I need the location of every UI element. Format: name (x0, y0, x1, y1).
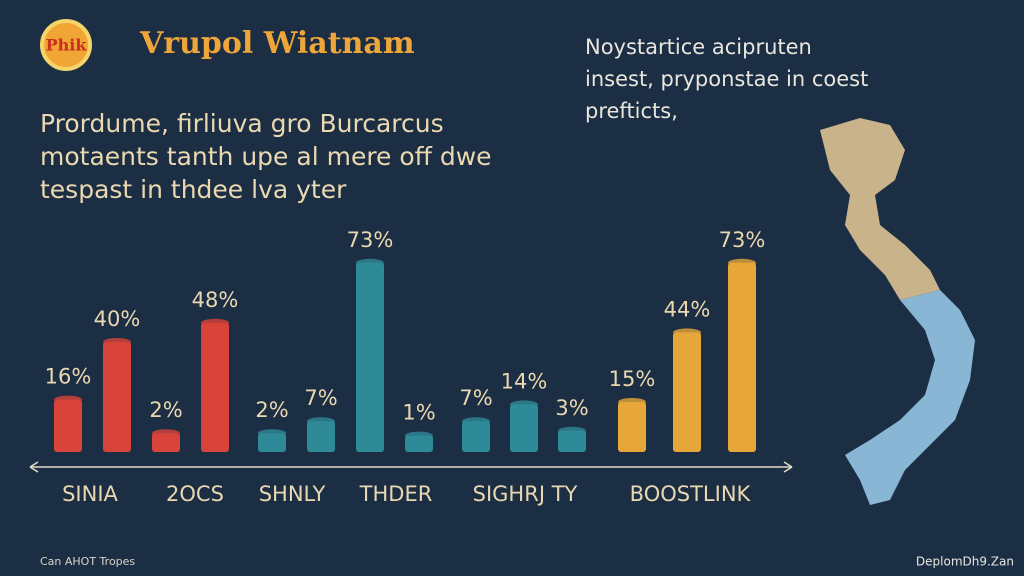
value-label: 2% (255, 398, 288, 422)
bar (152, 433, 180, 452)
bar (54, 399, 82, 452)
bar-cap (356, 258, 384, 267)
value-label: 40% (94, 307, 141, 331)
bar (462, 421, 490, 452)
axis-label: SINIA (62, 482, 118, 506)
bar-cap (201, 318, 229, 327)
value-label: 1% (402, 401, 435, 425)
bar (356, 262, 384, 452)
axis-label: 2OCS (166, 482, 224, 506)
value-label: 14% (501, 369, 548, 393)
bar-cap (510, 400, 538, 409)
value-label: 48% (192, 288, 239, 312)
bar-cap (728, 258, 756, 267)
bar (728, 262, 756, 452)
bar (258, 433, 286, 452)
value-label: 7% (304, 386, 337, 410)
bar-cap (462, 417, 490, 426)
bar-cap (54, 395, 82, 404)
description-line: Prordume, firliuva gro Burcarcus (40, 109, 444, 138)
bar-cap (258, 429, 286, 438)
bar-cap (103, 338, 131, 346)
bar (201, 322, 229, 452)
bar-cap (152, 429, 180, 438)
bar-cap (558, 426, 586, 435)
axis-label: THDER (359, 482, 433, 506)
map-south (845, 290, 975, 505)
bar-cap (307, 417, 335, 426)
footer-left: Can AHOT Tropes (40, 555, 135, 568)
bar (510, 404, 538, 452)
bar (405, 435, 433, 452)
title: Vrupol Wiatnam (139, 26, 415, 61)
axis-label: BOOSTLINK (630, 482, 752, 506)
bar-cap (618, 398, 646, 406)
value-label: 16% (45, 365, 92, 389)
value-label: 73% (719, 228, 766, 252)
logo-text: Phik (46, 36, 88, 55)
axis-label: SHNLY (259, 482, 326, 506)
logo-badge (40, 19, 92, 71)
footer-right: DeplomDh9.Zan (916, 555, 1014, 569)
bar (673, 332, 701, 452)
bar-cap (673, 328, 701, 337)
bar (618, 402, 646, 452)
map-north (820, 118, 940, 300)
side-text-line: prefticts, (585, 99, 678, 123)
value-label: 15% (609, 367, 656, 391)
bar (103, 342, 131, 452)
value-label: 3% (555, 396, 588, 420)
description-line: motaents tanth upe al mere off dwe (40, 142, 492, 171)
side-text-line: insest, pryponstae in coest (585, 67, 868, 91)
bar-cap (405, 431, 433, 440)
value-label: 73% (347, 228, 394, 252)
axis-arrows (29, 461, 793, 473)
bar (307, 421, 335, 452)
value-label: 2% (149, 398, 182, 422)
description-line: tespast in thdee lva yter (40, 175, 347, 204)
side-text-line: Noystartice acipruten (585, 35, 812, 59)
axis-label: SIGHRJ TY (473, 482, 578, 506)
bar (558, 430, 586, 452)
value-label: 7% (459, 386, 492, 410)
value-label: 44% (664, 297, 711, 321)
